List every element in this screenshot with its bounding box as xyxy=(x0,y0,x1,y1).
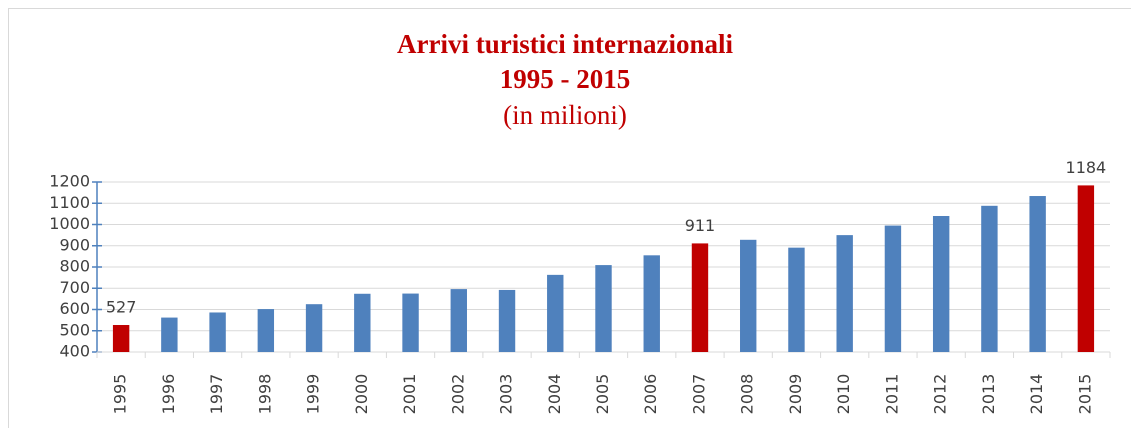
x-tick-label: 1999 xyxy=(304,374,323,415)
y-tick-label: 800 xyxy=(59,257,90,276)
x-tick-label: 2006 xyxy=(641,374,660,415)
x-tick-label: 2007 xyxy=(689,374,708,415)
x-tick-label: 1995 xyxy=(111,374,130,415)
bar xyxy=(112,325,130,352)
data-label: 1184 xyxy=(1066,158,1107,177)
y-tick-label: 1100 xyxy=(49,193,90,212)
x-tick-label: 2011 xyxy=(882,374,901,415)
bar xyxy=(547,274,564,352)
x-tick-label: 1996 xyxy=(159,374,178,415)
data-label: 527 xyxy=(106,298,137,317)
x-tick-label: 2001 xyxy=(400,374,419,415)
bar xyxy=(788,247,805,352)
x-tick-label: 1997 xyxy=(207,374,226,415)
x-tick-label: 2013 xyxy=(979,374,998,415)
chart-title: Arrivi turistici internazionali xyxy=(397,29,733,59)
bar xyxy=(836,235,853,352)
x-tick-label: 2010 xyxy=(834,374,853,415)
bar xyxy=(1029,196,1046,352)
bar xyxy=(257,309,275,352)
data-label: 911 xyxy=(685,216,716,235)
x-tick-label: 2015 xyxy=(1075,374,1094,415)
x-tick-label: 2000 xyxy=(352,374,371,415)
chart-subtitle: 1995 - 2015 xyxy=(500,64,631,94)
bar xyxy=(884,225,902,352)
bar xyxy=(209,312,226,352)
x-tick-label: 2002 xyxy=(448,374,467,415)
x-tick-label: 2009 xyxy=(786,374,805,415)
y-tick-label: 500 xyxy=(59,320,90,339)
bar xyxy=(354,293,371,352)
x-tick-label: 2004 xyxy=(545,374,564,415)
y-tick-label: 600 xyxy=(59,299,90,318)
y-tick-label: 900 xyxy=(59,235,90,254)
bar xyxy=(498,289,516,352)
bar xyxy=(1077,185,1095,352)
x-tick-label: 2005 xyxy=(593,374,612,415)
bar xyxy=(740,239,757,352)
x-tick-label: 1998 xyxy=(255,374,274,415)
x-tick-label: 2003 xyxy=(497,374,516,415)
chart-frame xyxy=(8,8,1131,428)
bar xyxy=(981,205,998,352)
bar xyxy=(161,317,178,352)
chart-unit: (in milioni) xyxy=(503,100,627,130)
bar xyxy=(932,216,950,352)
y-tick-label: 1200 xyxy=(49,172,90,191)
y-tick-label: 700 xyxy=(59,278,90,297)
bar xyxy=(643,255,660,352)
bar xyxy=(305,304,323,352)
y-tick-label: 400 xyxy=(59,342,90,361)
x-tick-label: 2012 xyxy=(931,374,950,415)
y-tick-label: 1000 xyxy=(49,214,90,233)
bar xyxy=(402,293,419,352)
bar xyxy=(450,289,467,352)
bar xyxy=(595,265,612,352)
x-tick-label: 2008 xyxy=(738,374,757,415)
bar xyxy=(691,243,709,352)
x-tick-label: 2014 xyxy=(1027,374,1046,415)
